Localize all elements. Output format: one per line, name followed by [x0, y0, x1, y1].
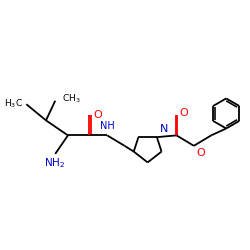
Text: O: O: [197, 148, 205, 158]
Text: N: N: [160, 124, 168, 134]
Text: H$_3$C: H$_3$C: [4, 98, 23, 110]
Text: CH$_3$: CH$_3$: [62, 92, 80, 105]
Text: NH: NH: [100, 122, 114, 132]
Text: O: O: [93, 110, 102, 120]
Text: O: O: [179, 108, 188, 118]
Text: NH$_2$: NH$_2$: [44, 156, 65, 170]
